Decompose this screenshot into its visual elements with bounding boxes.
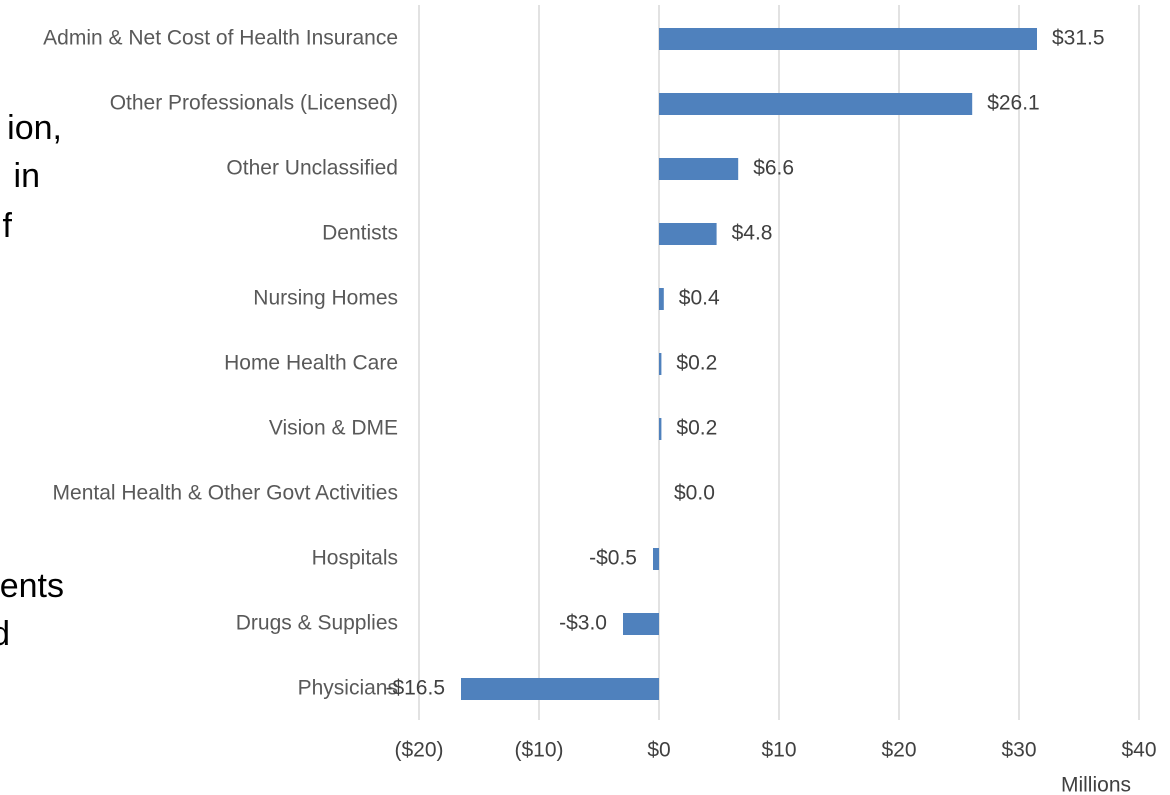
bar [659, 93, 973, 115]
y-tick-label: Other Unclassified [226, 157, 398, 180]
data-label: $31.5 [1052, 27, 1105, 50]
data-label: $4.8 [732, 222, 773, 245]
x-tick-label: $20 [881, 739, 916, 762]
y-tick-label: Hospitals [312, 547, 398, 570]
bar [653, 548, 659, 570]
data-label: $0.2 [676, 352, 717, 375]
x-tick-label: $30 [1001, 739, 1036, 762]
x-tick-label: $0 [647, 739, 670, 762]
annotation: f [3, 207, 13, 245]
data-label: $0.4 [679, 287, 720, 310]
y-tick-label: Other Professionals (Licensed) [110, 92, 398, 115]
y-tick-label: Drugs & Supplies [236, 612, 398, 635]
y-tick-label: Home Health Care [224, 352, 398, 375]
y-tick-label: Admin & Net Cost of Health Insurance [43, 27, 398, 50]
y-tick-label: Nursing Homes [253, 287, 398, 310]
x-axis-label: Millions [1061, 774, 1131, 795]
bar [461, 678, 659, 700]
y-tick-label: Vision & DME [269, 417, 398, 440]
y-tick-label: Physicians [298, 677, 398, 700]
x-tick-label: ($20) [394, 739, 443, 762]
data-label: $0.0 [674, 482, 715, 505]
annotation: d [0, 615, 10, 653]
annotation: in [14, 157, 40, 195]
data-label: -$3.0 [559, 612, 607, 635]
bar [623, 613, 659, 635]
data-label: $26.1 [987, 92, 1040, 115]
data-label: $0.2 [676, 417, 717, 440]
x-tick-label: ($10) [514, 739, 563, 762]
y-tick-label: Dentists [322, 222, 398, 245]
bar [659, 158, 739, 180]
bar [659, 288, 664, 310]
annotation: ion, [7, 109, 62, 147]
bar [659, 353, 662, 375]
bar [659, 28, 1037, 50]
annotation: ents [0, 567, 64, 605]
data-label: -$16.5 [385, 677, 445, 700]
bar [659, 223, 717, 245]
y-tick-label: Mental Health & Other Govt Activities [53, 482, 398, 505]
x-tick-label: $40 [1121, 739, 1156, 762]
data-label: -$0.5 [589, 547, 637, 570]
bar [659, 418, 662, 440]
data-label: $6.6 [753, 157, 794, 180]
x-tick-label: $10 [761, 739, 796, 762]
